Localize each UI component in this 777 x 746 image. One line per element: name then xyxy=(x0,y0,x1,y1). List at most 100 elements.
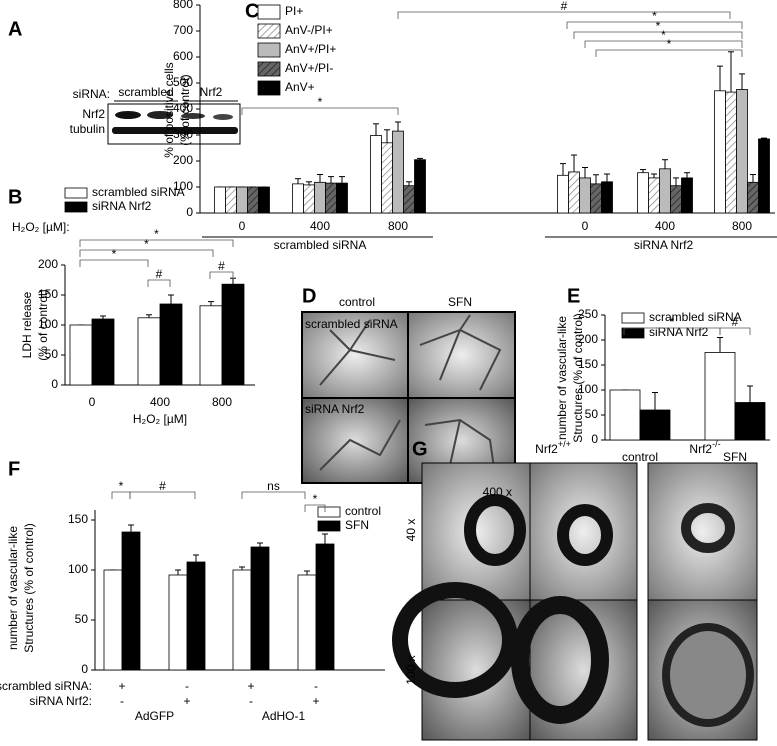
blot-group: Nrf2 xyxy=(200,85,223,99)
significance-label: * xyxy=(154,227,159,241)
bar xyxy=(258,186,270,214)
significance-bracket xyxy=(584,40,743,48)
bar xyxy=(314,181,326,214)
group-label: AdGFP xyxy=(135,709,174,723)
bar xyxy=(637,172,649,214)
y-tick-label: 100 xyxy=(173,179,193,193)
y-tick-label: 100 xyxy=(68,562,88,576)
y-tick-label: 150 xyxy=(38,287,58,301)
significance-bracket xyxy=(147,279,171,287)
bar xyxy=(747,181,759,214)
bar xyxy=(609,389,641,441)
significance-bracket xyxy=(241,491,306,499)
bar xyxy=(734,402,766,441)
bar xyxy=(250,546,270,671)
significance-bracket xyxy=(719,327,751,335)
y-tick-label: 100 xyxy=(578,382,598,396)
legend-label: scrambled siRNA xyxy=(649,310,742,324)
legend-swatch xyxy=(257,80,281,96)
magnification: 100 x xyxy=(404,655,418,684)
legend-label: SFN xyxy=(345,518,369,532)
panel-label: D xyxy=(302,285,316,307)
y-tick-label: 0 xyxy=(186,205,193,219)
y-tick-label: 700 xyxy=(173,23,193,37)
micrographs-d xyxy=(301,311,516,484)
y-tick-label: 150 xyxy=(578,357,598,371)
significance-label: # xyxy=(218,259,225,273)
condition-value: - xyxy=(185,679,189,693)
y-tick-label: 200 xyxy=(173,153,193,167)
bar xyxy=(403,185,415,214)
genotype: Nrf2 xyxy=(535,442,558,456)
x-tick-label: 400 xyxy=(310,219,330,233)
significance-bracket xyxy=(79,249,214,257)
x-tick-label: SFN xyxy=(723,450,747,464)
condition-value: + xyxy=(183,694,190,708)
bar xyxy=(725,91,737,214)
significance-label: ns xyxy=(267,479,280,493)
bar xyxy=(225,186,237,214)
significance-bracket xyxy=(397,11,731,19)
significance-bracket xyxy=(566,21,743,29)
bar xyxy=(232,569,252,671)
bar xyxy=(736,89,748,214)
significance-bracket xyxy=(209,271,234,279)
condition-value: + xyxy=(118,679,125,693)
y-tick-label: 50 xyxy=(45,347,59,361)
group-label: AdHO-1 xyxy=(262,709,306,723)
legend-label: AnV+/PI+ xyxy=(285,42,336,56)
group-label: scrambled siRNA xyxy=(274,238,367,252)
image-row: siRNA Nrf2 xyxy=(305,402,365,416)
significance-bracket xyxy=(304,504,326,512)
western-blot xyxy=(107,100,241,145)
legend-label: scrambled siRNA xyxy=(92,185,185,199)
bar xyxy=(392,130,404,214)
bar xyxy=(186,561,206,671)
genotype: Nrf2 xyxy=(689,442,712,456)
y-tick-label: 0 xyxy=(81,662,88,676)
y-tick-label: 0 xyxy=(591,432,598,446)
legend-swatch xyxy=(257,42,281,58)
condition-value: - xyxy=(249,694,253,708)
bar xyxy=(579,177,591,214)
legend-swatch xyxy=(257,61,281,77)
genotype-sup: +/+ xyxy=(558,439,571,449)
significance-label: # xyxy=(561,0,568,13)
bar xyxy=(236,186,248,214)
legend-swatch xyxy=(317,520,341,532)
bar xyxy=(601,181,613,214)
significance-label: * xyxy=(119,479,124,493)
bar xyxy=(137,317,161,386)
significance-label: * xyxy=(112,247,117,261)
significance-label: * xyxy=(661,28,666,42)
y-tick-label: 50 xyxy=(585,407,599,421)
y-axis-label: number of vascular-like xyxy=(6,526,20,650)
panel-label: E xyxy=(567,285,580,307)
panel-label: F xyxy=(8,458,20,480)
significance-bracket xyxy=(241,107,399,115)
blot-row: Nrf2 xyxy=(82,107,105,121)
bar xyxy=(568,171,580,214)
y-tick-label: 500 xyxy=(173,75,193,89)
x-axis-label: H₂O₂ [µM] xyxy=(133,412,187,426)
bar xyxy=(681,177,693,214)
condition-value: + xyxy=(247,679,254,693)
bar xyxy=(121,531,141,671)
x-tick-label: 800 xyxy=(212,395,232,409)
bar xyxy=(292,183,304,214)
bar xyxy=(648,177,660,214)
significance-label: * xyxy=(670,315,675,329)
bar xyxy=(714,90,726,214)
panel-label: A xyxy=(8,18,22,40)
genotype-sup: -/- xyxy=(712,439,721,449)
significance-bracket xyxy=(79,239,234,247)
panel-label: G xyxy=(412,438,428,460)
x-tick-label: 800 xyxy=(388,219,408,233)
legend-swatch xyxy=(317,506,341,518)
x-tick-label: 400 xyxy=(150,395,170,409)
bar xyxy=(297,574,317,671)
significance-label: * xyxy=(318,95,323,109)
bar xyxy=(199,305,223,386)
image-column: SFN xyxy=(448,295,472,309)
